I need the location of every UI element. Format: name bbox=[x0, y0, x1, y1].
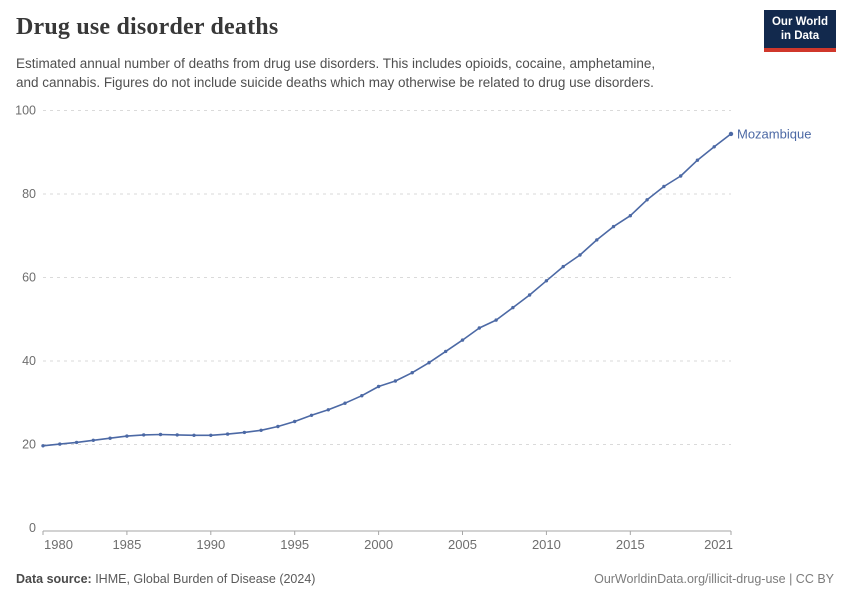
data-point[interactable] bbox=[494, 318, 498, 322]
data-point[interactable] bbox=[695, 158, 700, 162]
data-source-text: IHME, Global Burden of Disease (2024) bbox=[91, 572, 316, 586]
y-axis-tick-label: 0 bbox=[29, 521, 36, 535]
x-axis-tick-label: 2000 bbox=[364, 537, 393, 552]
owid-url-license[interactable]: OurWorldinData.org/illicit-drug-use | CC… bbox=[594, 572, 834, 586]
x-axis-tick-label: 2021 bbox=[704, 537, 733, 552]
owid-logo-text-line-2: in Data bbox=[780, 30, 820, 43]
data-point[interactable] bbox=[527, 293, 532, 297]
data-source-label: Data source: bbox=[16, 572, 92, 586]
data-point[interactable] bbox=[393, 379, 398, 383]
data-point[interactable] bbox=[326, 408, 330, 412]
owid-logo[interactable]: Our World in Data bbox=[763, 10, 836, 52]
data-point[interactable] bbox=[259, 428, 263, 432]
chart-subtitle: Estimated annual number of deaths from d… bbox=[16, 54, 655, 92]
data-point[interactable] bbox=[360, 394, 364, 398]
line-chart[interactable]: 0 20 40 60 80 100 1980 1985 1990 1995 2000 2005 2010… bbox=[0, 95, 850, 560]
data-point[interactable] bbox=[158, 432, 163, 437]
data-point[interactable] bbox=[276, 424, 280, 429]
data-point[interactable] bbox=[662, 184, 666, 189]
data-point[interactable] bbox=[242, 430, 247, 435]
x-axis-tick-label: 1995 bbox=[280, 537, 309, 552]
data-point[interactable] bbox=[578, 253, 582, 257]
data-point[interactable] bbox=[679, 174, 683, 178]
data-point[interactable] bbox=[91, 438, 96, 442]
data-point[interactable] bbox=[712, 145, 716, 149]
data-point[interactable] bbox=[343, 401, 347, 405]
data-point[interactable] bbox=[41, 444, 45, 448]
y-axis-tick-label: 60 bbox=[22, 271, 36, 285]
data-point[interactable] bbox=[309, 413, 314, 417]
data-point[interactable] bbox=[125, 434, 129, 438]
x-axis-tick-label: 1985 bbox=[112, 537, 141, 552]
data-point[interactable] bbox=[410, 371, 414, 375]
owid-logo-text-line-1: Our World bbox=[771, 16, 828, 28]
data-series-line[interactable] bbox=[42, 133, 732, 447]
data-point[interactable] bbox=[544, 279, 549, 283]
data-point[interactable] bbox=[460, 338, 465, 342]
y-axis-tick-label: 100 bbox=[15, 104, 36, 118]
chart-footer: Data source: IHME, Global Burden of Dise… bbox=[16, 572, 834, 586]
y-axis-tick-label: 80 bbox=[22, 187, 36, 201]
data-point[interactable] bbox=[611, 224, 616, 229]
data-point[interactable] bbox=[175, 433, 179, 437]
data-point[interactable] bbox=[728, 131, 734, 137]
page-title: Drug use disorder deaths bbox=[16, 14, 279, 40]
data-point[interactable] bbox=[444, 349, 448, 354]
data-point[interactable] bbox=[142, 433, 146, 437]
y-axis-tick-label: 20 bbox=[22, 438, 36, 452]
x-axis-tick-label: 1990 bbox=[196, 537, 225, 552]
data-point[interactable] bbox=[427, 361, 431, 365]
data-point[interactable] bbox=[595, 238, 599, 242]
x-axis-tick-label: 2015 bbox=[616, 537, 645, 552]
data-point[interactable] bbox=[477, 326, 481, 330]
data-point[interactable] bbox=[293, 419, 297, 424]
data-point[interactable] bbox=[645, 198, 649, 202]
data-point[interactable] bbox=[561, 264, 565, 269]
chart-subtitle-line-2: and cannabis. Figures do not include sui… bbox=[16, 75, 654, 91]
series-entity-label[interactable]: Mozambique bbox=[737, 126, 811, 141]
x-axis-tick-label: 2005 bbox=[448, 537, 477, 552]
x-axis-tick-label: 2010 bbox=[532, 537, 561, 552]
data-point[interactable] bbox=[74, 440, 79, 445]
data-point[interactable] bbox=[511, 305, 515, 310]
data-point[interactable] bbox=[108, 436, 112, 440]
data-point[interactable] bbox=[628, 214, 632, 218]
x-axis-tick-label: 1980 bbox=[44, 537, 73, 552]
data-point[interactable] bbox=[225, 432, 230, 436]
y-axis-tick-label: 40 bbox=[22, 354, 36, 368]
data-point[interactable] bbox=[209, 433, 213, 437]
data-point[interactable] bbox=[58, 442, 62, 446]
chart-subtitle-line-1: Estimated annual number of deaths from d… bbox=[16, 56, 656, 71]
data-source-note: Data source: IHME, Global Burden of Dise… bbox=[16, 572, 315, 586]
data-point[interactable] bbox=[192, 433, 196, 437]
data-point[interactable] bbox=[376, 384, 381, 389]
